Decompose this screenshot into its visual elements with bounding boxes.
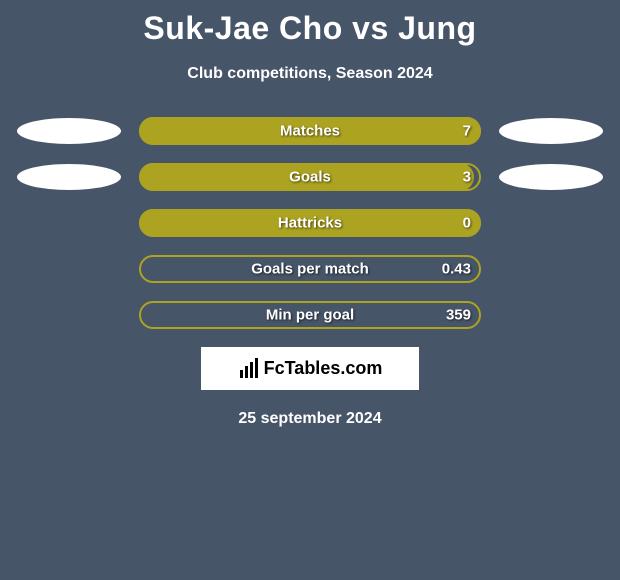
right-oval bbox=[499, 164, 603, 190]
page-title: Suk-Jae Cho vs Jung bbox=[0, 0, 620, 47]
stat-value: 3 bbox=[463, 169, 471, 186]
stat-bar: Hattricks 0 bbox=[139, 209, 481, 237]
stat-bar: Goals 3 bbox=[139, 163, 481, 191]
stat-row: Hattricks 0 bbox=[0, 209, 620, 237]
stat-label: Goals bbox=[289, 169, 331, 186]
stat-row: Goals per match 0.43 bbox=[0, 255, 620, 283]
date-text: 25 september 2024 bbox=[0, 410, 620, 428]
chart-icon bbox=[238, 358, 260, 380]
brand-text: FcTables.com bbox=[264, 358, 383, 379]
stat-rows: Matches 7 Goals 3 Hattricks 0 Goals bbox=[0, 117, 620, 329]
stat-label: Hattricks bbox=[278, 215, 342, 232]
stat-label: Goals per match bbox=[251, 261, 369, 278]
stat-row: Min per goal 359 bbox=[0, 301, 620, 329]
brand-inner: FcTables.com bbox=[238, 358, 383, 380]
stat-label: Min per goal bbox=[266, 307, 354, 324]
stat-label: Matches bbox=[280, 123, 340, 140]
stat-value: 0.43 bbox=[442, 261, 471, 278]
stat-value: 359 bbox=[446, 307, 471, 324]
stat-value: 0 bbox=[463, 215, 471, 232]
stat-bar: Matches 7 bbox=[139, 117, 481, 145]
left-oval bbox=[17, 118, 121, 144]
stat-row: Matches 7 bbox=[0, 117, 620, 145]
stat-bar: Goals per match 0.43 bbox=[139, 255, 481, 283]
stat-row: Goals 3 bbox=[0, 163, 620, 191]
brand-box: FcTables.com bbox=[201, 347, 419, 390]
stat-value: 7 bbox=[463, 123, 471, 140]
stat-bar: Min per goal 359 bbox=[139, 301, 481, 329]
right-oval bbox=[499, 118, 603, 144]
subtitle: Club competitions, Season 2024 bbox=[0, 65, 620, 83]
left-oval bbox=[17, 164, 121, 190]
